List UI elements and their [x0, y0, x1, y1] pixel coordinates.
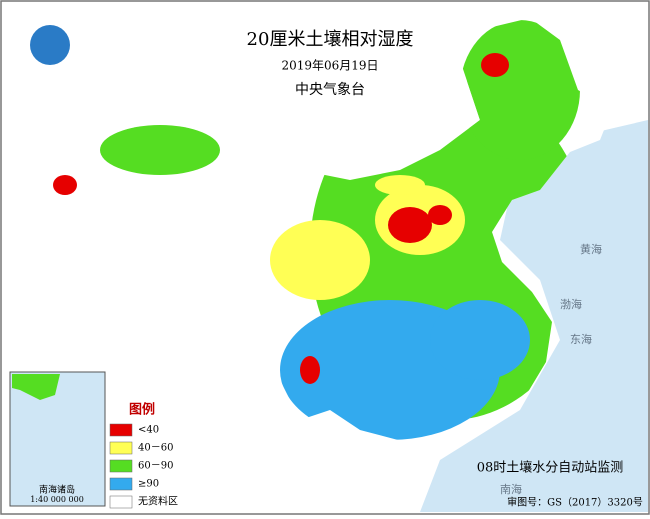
legend-title: 图例	[129, 402, 155, 418]
legend-label: 60－90	[138, 461, 173, 472]
sea-label: 渤海	[560, 297, 582, 311]
legend-label: 无资料区	[138, 495, 178, 508]
sea	[420, 120, 648, 512]
legend-swatch	[109, 423, 133, 437]
sea-label: 南海	[500, 482, 522, 496]
area	[481, 53, 509, 77]
legend: <40 40－60 60－90 ≥90 无资料区	[109, 423, 178, 509]
area	[270, 220, 370, 300]
note: 08时土壤水分自动站监测	[477, 460, 624, 476]
sea-label: 东海	[570, 332, 592, 346]
legend-swatch	[109, 441, 133, 455]
legend-label: <40	[138, 425, 159, 436]
inset-scale: 1:40 000 000	[30, 495, 84, 504]
title: 20厘米土壤相对湿度	[247, 29, 414, 50]
date: 2019年06月19日	[281, 59, 378, 73]
inset-label: 南海诸岛	[39, 484, 75, 496]
approval: 审图号：GS（2017）3320号	[507, 496, 643, 509]
area	[100, 125, 220, 175]
inset-land	[12, 374, 60, 400]
legend-swatch	[109, 477, 133, 491]
area	[430, 300, 530, 380]
inset-map	[9, 371, 106, 507]
area	[388, 207, 432, 243]
sea-label: 黄海	[580, 242, 602, 256]
area	[300, 356, 320, 384]
legend-swatch	[109, 495, 133, 509]
area	[375, 175, 425, 195]
area	[53, 175, 77, 195]
legend-label: ≥90	[138, 479, 159, 490]
agency: 中央气象台	[295, 82, 365, 98]
area	[428, 205, 452, 225]
logo	[30, 25, 70, 65]
legend-label: 40－60	[138, 443, 173, 454]
legend-swatch	[109, 459, 133, 473]
